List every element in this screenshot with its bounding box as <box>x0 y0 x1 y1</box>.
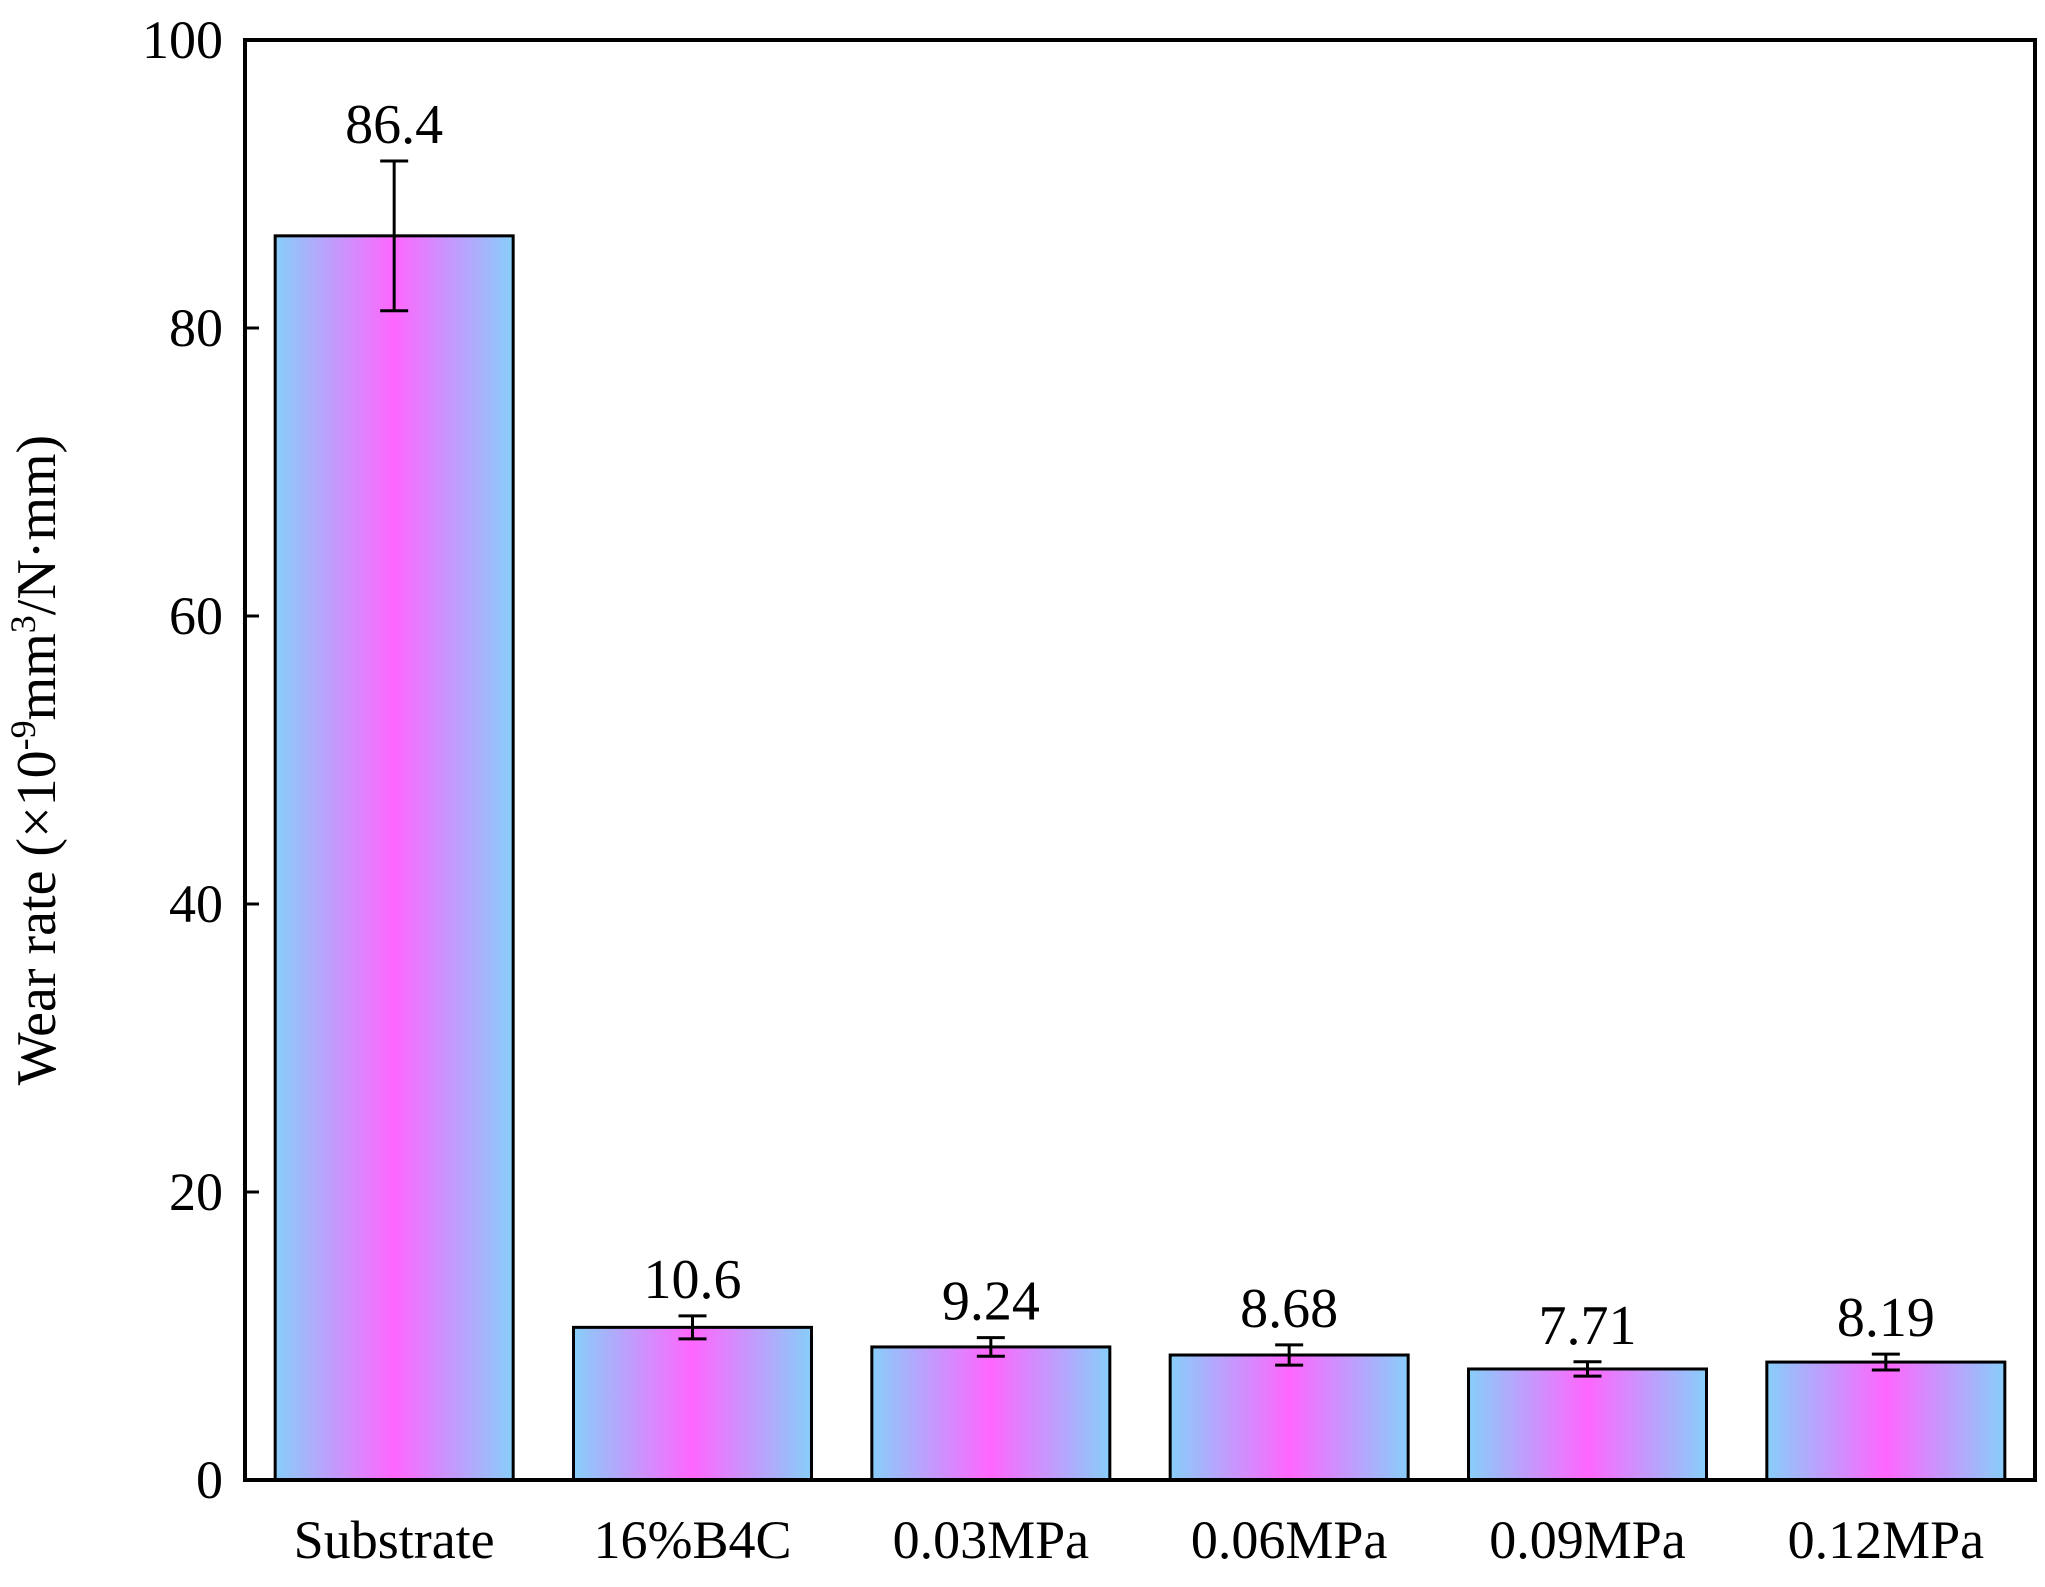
data-labels: 86.4 10.6 9.24 8.68 7.71 8.19 <box>345 94 1935 1357</box>
bars <box>273 234 2007 1482</box>
y-tick-label: 20 <box>169 1162 223 1222</box>
y-axis-title-part1: Wear rate (×10 <box>6 750 68 1085</box>
bar-0.06MPa <box>1168 1353 1410 1482</box>
y-axis-title-exp2: 3 <box>3 615 43 633</box>
y-tick-label: 80 <box>169 298 223 358</box>
error-bars <box>380 159 1900 1378</box>
error-bar-16%B4C <box>678 1314 707 1341</box>
y-axis-title: Wear rate (×10-9mm3/N·mm) <box>3 435 68 1085</box>
bar-0.12MPa <box>1765 1360 2007 1482</box>
category-label-0.06MPa: 0.06MPa <box>1191 1510 1388 1570</box>
y-axis-title-exp1: -9 <box>3 720 43 750</box>
category-label-0.12MPa: 0.12MPa <box>1788 1510 1985 1570</box>
bar-16%B4C <box>572 1325 813 1482</box>
error-bar-0.09MPa <box>1573 1360 1602 1378</box>
category-label-16%B4C: 16%B4C <box>593 1510 791 1570</box>
category-label-Substrate: Substrate <box>294 1510 495 1570</box>
data-label-16%B4C: 10.6 <box>644 1249 742 1311</box>
data-label-0.03MPa: 9.24 <box>942 1271 1040 1333</box>
data-label-0.06MPa: 8.68 <box>1240 1278 1338 1340</box>
error-bar-0.06MPa <box>1275 1343 1304 1367</box>
bar-Substrate <box>273 234 515 1482</box>
y-tick-label: 100 <box>142 10 223 70</box>
y-axis-ticks: 0 20 40 60 80 100 <box>142 10 259 1510</box>
y-axis-title-part2: mm <box>6 633 68 720</box>
y-axis-title-part3: /N·mm) <box>6 435 68 615</box>
error-bar-0.12MPa <box>1871 1352 1900 1372</box>
x-axis-categories: Substrate 16%B4C 0.03MPa 0.06MPa 0.09MPa 0.12… <box>294 1510 1984 1570</box>
data-label-0.09MPa: 7.71 <box>1539 1295 1637 1357</box>
bar-0.09MPa <box>1467 1367 1708 1482</box>
error-bar-Substrate <box>380 159 409 313</box>
plot-frame <box>243 38 2037 1482</box>
y-tick-label: 40 <box>169 874 223 934</box>
y-tick-label: 0 <box>196 1450 223 1510</box>
y-tick-label: 60 <box>169 586 223 646</box>
data-label-Substrate: 86.4 <box>345 94 443 156</box>
bar-0.03MPa <box>870 1345 1112 1482</box>
data-label-0.12MPa: 8.19 <box>1837 1287 1935 1349</box>
category-label-0.03MPa: 0.03MPa <box>893 1510 1090 1570</box>
error-bar-0.03MPa <box>976 1336 1005 1358</box>
category-label-0.09MPa: 0.09MPa <box>1489 1510 1686 1570</box>
